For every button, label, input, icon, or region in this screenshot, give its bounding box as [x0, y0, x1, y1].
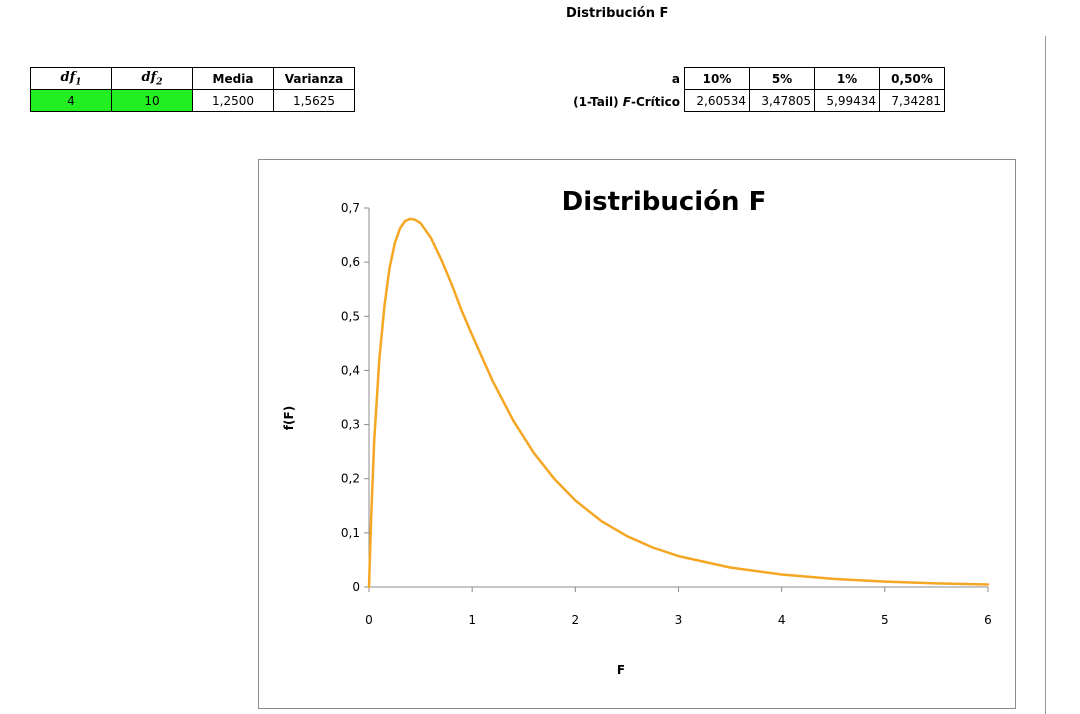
- y-axis-label: f(F): [282, 406, 296, 430]
- density-curve: [367, 217, 990, 589]
- alpha-row: 10% 5% 1% 0,50%: [684, 67, 945, 90]
- fcritical-cell: 7,34281: [879, 89, 945, 112]
- chart-area[interactable]: Distribución F f(F) F 0 1 2 3 4 5 6 0 0,1 0,2 0,3 0…: [258, 159, 1016, 709]
- varianza-header: Varianza: [273, 67, 355, 90]
- y-tick-label: 0,7: [341, 201, 360, 215]
- alpha-cell: 1%: [814, 67, 880, 90]
- df1-input-cell[interactable]: 4: [30, 89, 112, 112]
- x-tick-label: 6: [984, 613, 992, 627]
- chart-title: Distribución F: [562, 187, 767, 217]
- fcritical-row-label: (1-Tail) F-Crítico: [573, 95, 680, 109]
- df1-header: df1: [30, 67, 112, 90]
- chart-ticks: 0 1 2 3 4 5 6 0 0,1 0,2 0,3 0,4 0,5 0,6 0,7: [341, 201, 992, 627]
- x-tick-label: 3: [675, 613, 683, 627]
- sheet-title: Distribución F: [566, 6, 669, 21]
- alpha-cell: 5%: [749, 67, 815, 90]
- y-tick-label: 0,3: [341, 418, 360, 432]
- media-header: Media: [192, 67, 274, 90]
- fcritical-cell: 5,99434: [814, 89, 880, 112]
- alpha-cell: 10%: [684, 67, 750, 90]
- chart-axes: [368, 208, 988, 588]
- y-tick-label: 0,5: [341, 309, 360, 323]
- column-divider: [1045, 36, 1046, 714]
- y-tick-label: 0: [352, 580, 360, 594]
- df2-input-cell[interactable]: 10: [111, 89, 193, 112]
- y-tick-label: 0,2: [341, 472, 360, 486]
- alpha-cell: 0,50%: [879, 67, 945, 90]
- alpha-row-label: a: [671, 72, 680, 86]
- media-value-cell: 1,2500: [192, 89, 274, 112]
- parameters-table: df1 df2 Media Varianza 4 10 1,2500 1,562…: [30, 67, 355, 112]
- fcritical-cell: 3,47805: [749, 89, 815, 112]
- x-tick-label: 2: [572, 613, 580, 627]
- chart-series: [367, 217, 990, 589]
- x-tick-label: 4: [778, 613, 786, 627]
- df2-header: df2: [111, 67, 193, 90]
- x-tick-label: 0: [365, 613, 373, 627]
- fcritical-row: 2,60534 3,47805 5,99434 7,34281: [684, 89, 945, 112]
- y-tick-label: 0,4: [341, 363, 360, 377]
- critical-values-table: 10% 5% 1% 0,50% 2,60534 3,47805 5,99434 …: [684, 67, 945, 112]
- f-distribution-chart: Distribución F f(F) F 0 1 2 3 4 5 600,10,20,30…: [282, 187, 992, 677]
- y-tick-label: 0,6: [341, 255, 360, 269]
- x-tick-label: 1: [468, 613, 476, 627]
- x-axis-label: F: [617, 663, 625, 677]
- varianza-value-cell: 1,5625: [273, 89, 355, 112]
- x-tick-label: 5: [881, 613, 889, 627]
- parameters-value-row: 4 10 1,2500 1,5625: [30, 89, 355, 112]
- y-tick-label: 0,1: [341, 526, 360, 540]
- parameters-header-row: df1 df2 Media Varianza: [30, 67, 355, 90]
- fcritical-cell: 2,60534: [684, 89, 750, 112]
